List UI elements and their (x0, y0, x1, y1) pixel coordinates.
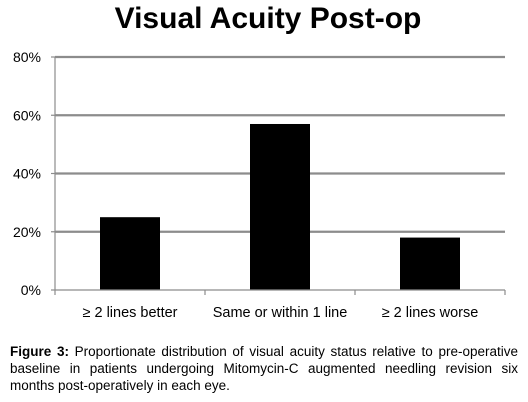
caption-text: Proportionate distribution of visual acu… (10, 344, 518, 393)
y-tick-label-1: 20% (13, 224, 41, 240)
x-tick-label-2: ≥ 2 lines worse (382, 305, 479, 321)
figure-caption: Figure 3: Proportionate distribution of … (10, 343, 518, 394)
chart-title: Visual Acuity Post-op (115, 2, 422, 35)
y-tick-label-2: 40% (13, 166, 41, 182)
y-tick-label-4: 80% (13, 49, 41, 65)
bar-0 (100, 217, 160, 290)
bars (100, 123, 460, 290)
x-tick-labels: ≥ 2 lines better Same or within 1 line ≥ 2… (82, 305, 478, 321)
y-tick-label-0: 0% (21, 282, 41, 298)
bar-2 (400, 237, 460, 290)
x-tick-label-1: Same or within 1 line (213, 305, 348, 321)
x-tick-label-0: ≥ 2 lines better (82, 305, 177, 321)
bar-1 (250, 123, 310, 290)
caption-label: Figure 3: (10, 344, 69, 359)
bar-chart: Visual Acuity Post-op 0% 20% 40% 60% 80% ≥ 2… (13, 2, 506, 321)
axes (51, 56, 506, 295)
y-tick-label-3: 60% (13, 107, 41, 123)
y-tick-labels: 0% 20% 40% 60% 80% (13, 49, 41, 298)
